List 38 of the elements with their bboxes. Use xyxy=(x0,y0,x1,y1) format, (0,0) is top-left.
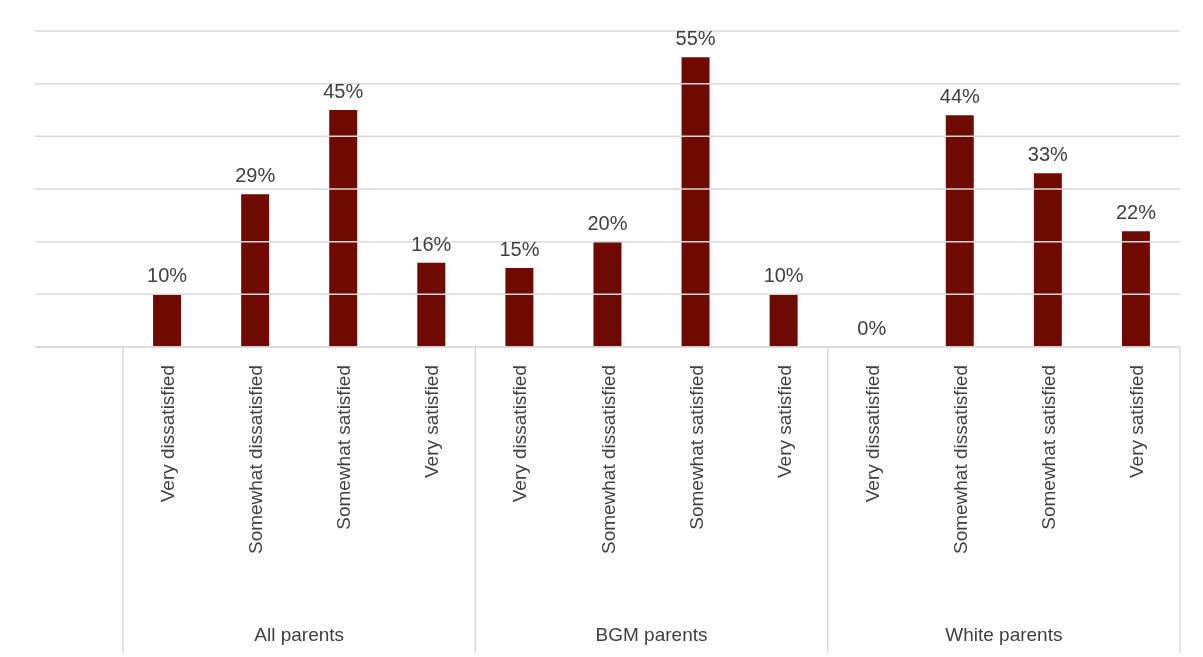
bar xyxy=(505,268,534,347)
data-label: 44% xyxy=(939,85,981,108)
x-tick-label: Very dissatisfied xyxy=(157,365,179,503)
text: All parents xyxy=(254,624,345,645)
data-label: 29% xyxy=(235,164,276,187)
x-tick-label: Very satisfied xyxy=(421,365,443,478)
data-label: 20% xyxy=(587,211,628,234)
text: BGM parents xyxy=(595,624,708,645)
data-label: 10% xyxy=(763,264,804,287)
x-tick-label: Somewhat dissatisfied xyxy=(949,365,971,555)
x-tick-label: Somewhat satisfied xyxy=(333,365,355,530)
x-tick-label: Very satisfied xyxy=(773,365,795,478)
text: White parents xyxy=(945,624,1063,645)
bar xyxy=(241,194,270,347)
data-label: 15% xyxy=(499,238,540,260)
bar xyxy=(153,294,182,347)
bar xyxy=(329,110,358,347)
data-label: 45% xyxy=(323,80,364,102)
x-tick-label: Somewhat dissatisfied xyxy=(245,365,267,555)
bar xyxy=(1121,231,1150,347)
data-label: 22% xyxy=(1115,201,1157,224)
data-label: 0% xyxy=(857,317,887,339)
bar xyxy=(769,294,798,347)
bar xyxy=(681,57,710,347)
x-tick-label: Somewhat dissatisfied xyxy=(597,365,619,555)
data-label: 16% xyxy=(411,232,452,255)
bar xyxy=(417,262,446,347)
data-label: 55% xyxy=(675,27,716,50)
bar xyxy=(945,115,974,347)
x-tick-label: Somewhat satisfied xyxy=(685,365,707,530)
bar xyxy=(1033,173,1062,347)
x-tick-label: Very dissatisfied xyxy=(861,365,883,503)
data-label: 33% xyxy=(1027,143,1069,166)
x-tick-label: Somewhat satisfied xyxy=(1037,365,1059,530)
x-tick-label: Very dissatisfied xyxy=(509,365,531,503)
data-label: 10% xyxy=(147,264,188,287)
bar xyxy=(593,241,622,347)
x-tick-label: Very satisfied xyxy=(1125,365,1147,478)
